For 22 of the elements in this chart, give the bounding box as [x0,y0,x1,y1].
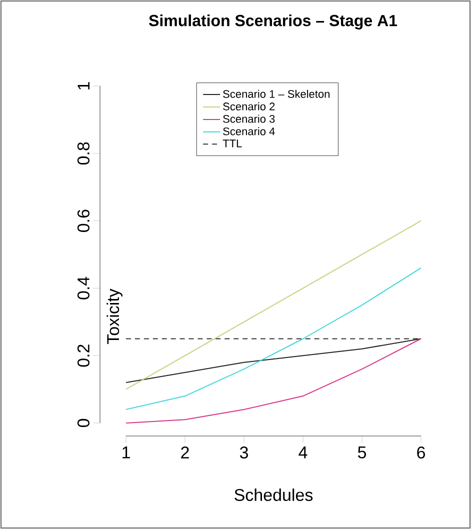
chart-title: Simulation Scenarios – Stage A1 [148,14,398,30]
x-tick-label: 3 [240,446,248,459]
x-tick-label: 6 [417,446,425,459]
y-tick-label: 0.8 [77,142,90,165]
y-tick-label: 0.4 [77,276,90,300]
y-axis-title: Toxicity [106,288,122,344]
y-tick-label: 0 [77,418,90,428]
legend-label: Scenario 2 [223,102,275,110]
x-tick-label: 5 [358,446,366,458]
legend-label: Scenario 4 [223,127,275,136]
y-tick-label: 1 [78,82,90,90]
y-tick-label: 0.6 [77,210,90,232]
x-tick-label: 1 [122,446,130,458]
legend-label: Scenario 1 – Skeleton [223,90,330,98]
x-tick-label: 4 [298,446,308,458]
y-tick-label: 0.2 [77,344,90,367]
x-axis-title: Schedules [234,488,313,502]
legend-label: TTL [222,140,242,148]
legend-label: Scenario 3 [223,114,275,123]
x-tick-label: 2 [181,446,189,458]
line-series [126,267,422,410]
line-series [126,338,422,424]
